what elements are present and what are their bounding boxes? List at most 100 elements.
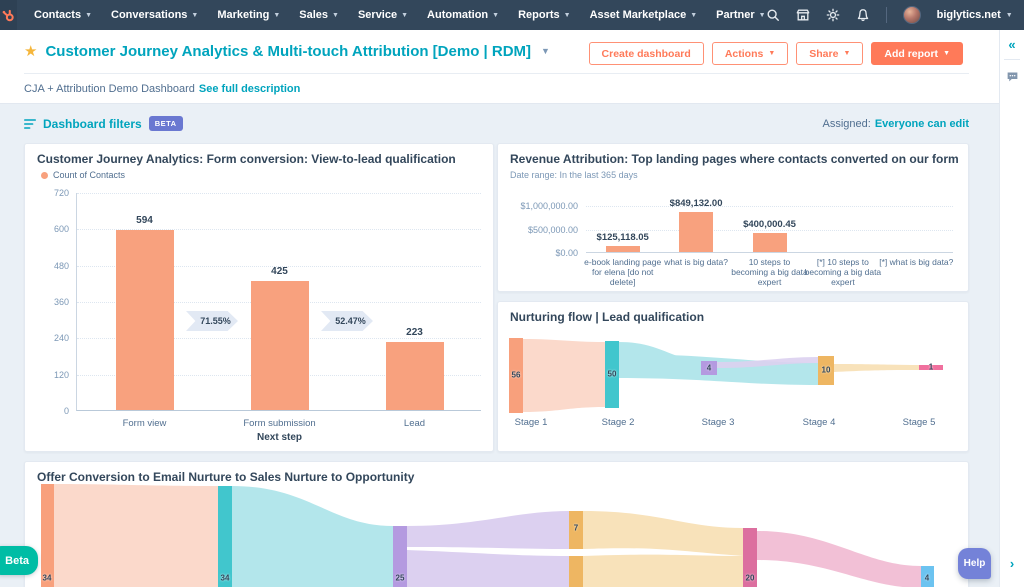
- sankey-node-value: 4: [706, 363, 712, 373]
- add-report-button[interactable]: Add report ▼: [871, 42, 963, 65]
- bar-lead[interactable]: [385, 342, 444, 410]
- chevron-down-icon: ▼: [273, 11, 281, 19]
- sankey-node-stage-3[interactable]: [701, 361, 717, 375]
- nav-item-label: Reports: [518, 9, 560, 21]
- right-side-rail: « ›: [999, 30, 1024, 587]
- nav-item-partner[interactable]: Partner ▼: [716, 9, 765, 21]
- sankey-node-value: 50: [607, 369, 617, 379]
- sankey-node-final[interactable]: [921, 566, 934, 587]
- dashboard-title[interactable]: Customer Journey Analytics & Multi-touch…: [45, 43, 532, 60]
- bar-form-view[interactable]: [115, 230, 174, 410]
- top-nav: Contacts ▼ Conversations ▼ Marketing ▼ Sale…: [0, 0, 1024, 30]
- sankey-node-opportunity[interactable]: [743, 528, 757, 587]
- chevron-down-icon: ▼: [85, 11, 92, 19]
- bar-1[interactable]: [605, 246, 640, 252]
- nav-item-asset-marketplace[interactable]: Asset Marketplace ▼: [590, 9, 698, 21]
- sankey-node-stage-5[interactable]: [919, 365, 943, 370]
- sankey-chart: [509, 338, 943, 413]
- chevron-down-icon: ▼: [563, 11, 571, 19]
- sankey-flow-3-4a[interactable]: [407, 511, 569, 549]
- share-button[interactable]: Share ▼: [796, 42, 864, 65]
- sankey-node-stage-1[interactable]: [509, 338, 523, 413]
- settings-gear-icon[interactable]: [826, 8, 840, 22]
- see-full-description-link[interactable]: See full description: [198, 83, 301, 95]
- sankey-node-sales-nurture[interactable]: [393, 526, 407, 587]
- filters-row: Dashboard filters BETA Assigned: Everyone…: [24, 116, 969, 131]
- x-category-label: 10 steps to becoming a big data expert: [731, 257, 808, 287]
- actions-button[interactable]: Actions ▼: [711, 42, 789, 65]
- sankey-node-stage-4[interactable]: [818, 356, 834, 385]
- bar-value-label: $125,118.05: [596, 232, 649, 244]
- nav-item-label: Conversations: [111, 9, 188, 21]
- button-label: Actions: [724, 47, 764, 60]
- chevron-down-icon: ▼: [758, 11, 766, 19]
- sankey-node-value: 4: [924, 573, 930, 583]
- beta-badge: BETA: [148, 116, 183, 131]
- chevron-down-icon[interactable]: ▼: [541, 46, 550, 56]
- sankey-flow-stage3-stage4[interactable]: [717, 357, 818, 368]
- sankey-flow-4b-5[interactable]: [583, 554, 743, 587]
- nav-item-marketing[interactable]: Marketing ▼: [217, 9, 280, 21]
- sankey-node-value: 20: [745, 573, 755, 583]
- x-category-label: [*] what is big data?: [879, 257, 954, 267]
- account-menu[interactable]: biglytics.net ▼: [937, 9, 1013, 21]
- notifications-bell-icon[interactable]: [856, 8, 870, 22]
- collapse-panel-icon[interactable]: «: [1008, 37, 1016, 52]
- assigned-permission-link[interactable]: Everyone can edit: [874, 117, 969, 130]
- y-tick-label: 600: [53, 224, 69, 235]
- button-label: Share: [809, 47, 839, 60]
- comments-icon[interactable]: [1000, 70, 1024, 83]
- nav-item-conversations[interactable]: Conversations ▼: [111, 9, 198, 21]
- nav-item-label: Marketing: [217, 9, 270, 21]
- chevron-down-icon: ▼: [191, 11, 199, 19]
- sankey-node-offer-conversion[interactable]: [41, 484, 54, 587]
- sankey-flow-5-6[interactable]: [757, 531, 921, 587]
- button-label: Create dashboard: [601, 47, 691, 60]
- nav-item-contacts[interactable]: Contacts ▼: [34, 9, 92, 21]
- assigned-label: Assigned:: [822, 117, 871, 130]
- sankey-node-mid-lower[interactable]: [569, 556, 583, 587]
- search-icon[interactable]: [766, 8, 780, 22]
- bar-2[interactable]: [679, 212, 714, 252]
- sankey-flow-stage1-stage2[interactable]: [523, 339, 605, 412]
- bar-3[interactable]: [752, 233, 787, 252]
- report-card-form-conversion: Customer Journey Analytics: Form convers…: [24, 143, 494, 452]
- favorite-star-icon[interactable]: ★: [24, 43, 38, 60]
- nav-item-label: Automation: [427, 9, 489, 21]
- legend-label: Count of Contacts: [53, 170, 126, 180]
- chevron-down-icon: ▼: [843, 50, 851, 57]
- nav-item-sales[interactable]: Sales ▼: [299, 9, 339, 21]
- x-axis-title: Next step: [256, 432, 303, 443]
- x-category-label: Form view: [122, 418, 167, 429]
- nav-item-service[interactable]: Service ▼: [358, 9, 408, 21]
- bar-value-label: 594: [136, 215, 153, 227]
- bar-form-submission[interactable]: [250, 281, 309, 410]
- sankey-flow-1-2[interactable]: [54, 484, 218, 587]
- sankey-flow-2-3[interactable]: [232, 486, 393, 587]
- sankey-flow-3-4b[interactable]: [407, 550, 569, 587]
- sankey-node-stage-2[interactable]: [605, 341, 619, 408]
- nav-item-reports[interactable]: Reports ▼: [518, 9, 571, 21]
- stage-label: Stage 1: [514, 417, 548, 428]
- create-dashboard-button[interactable]: Create dashboard: [588, 42, 704, 65]
- user-avatar[interactable]: [902, 6, 921, 24]
- sankey-node-mid-upper[interactable]: [569, 511, 583, 549]
- nav-item-automation[interactable]: Automation ▼: [427, 9, 499, 21]
- stage-label: Stage 2: [601, 417, 635, 428]
- gridline: [586, 229, 953, 231]
- hubspot-logo[interactable]: [0, 0, 17, 30]
- bar-value-label: $849,132.00: [669, 198, 723, 210]
- sankey-node-email-nurture[interactable]: [218, 486, 232, 587]
- dashboard-filters-toggle[interactable]: Dashboard filters BETA: [24, 116, 183, 131]
- help-button[interactable]: Help: [958, 548, 991, 579]
- legend-dot-icon: [41, 171, 48, 179]
- expand-panel-icon[interactable]: ›: [1009, 556, 1015, 571]
- beta-tag[interactable]: Beta: [0, 546, 38, 575]
- stage-label: Stage 4: [802, 417, 836, 428]
- sankey-flow-stage4-stage5[interactable]: [834, 364, 921, 372]
- x-category-label: e-book landing page for elena [do not de…: [584, 257, 662, 287]
- sankey-flow-4a-5[interactable]: [583, 511, 743, 556]
- chevron-down-icon: ▼: [332, 11, 339, 19]
- marketplace-icon[interactable]: [796, 8, 810, 22]
- sankey-node-value: 34: [42, 573, 52, 583]
